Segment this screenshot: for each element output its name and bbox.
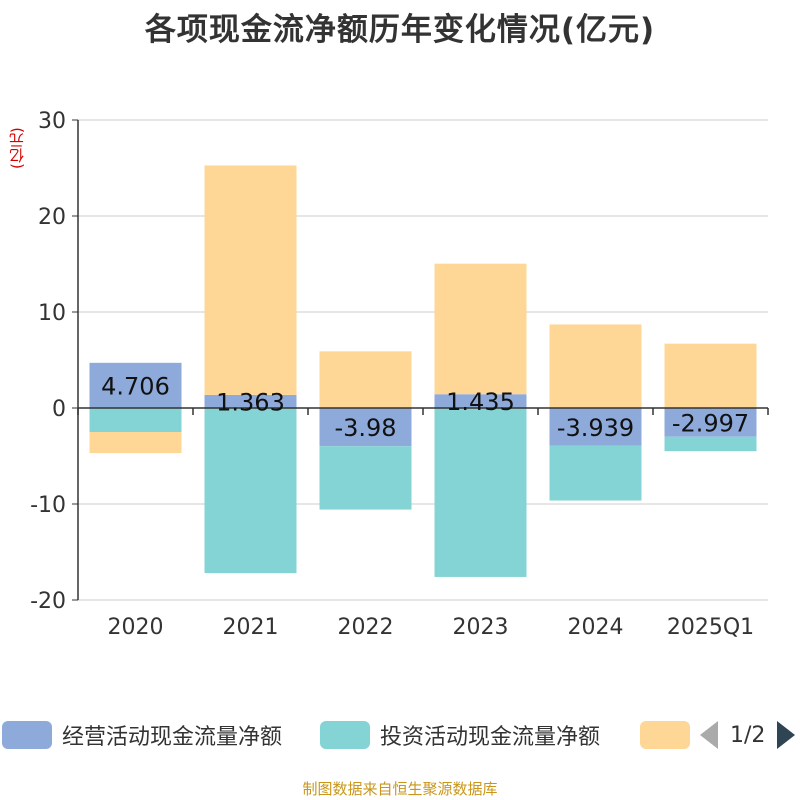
x-tick-label: 2023	[453, 615, 509, 640]
data-label: -3.98	[334, 414, 396, 442]
bar-series-1	[204, 408, 297, 574]
x-tick-label: 2025Q1	[667, 615, 754, 640]
bar-series-0	[89, 362, 182, 408]
legend-next-arrow-icon[interactable]	[777, 721, 796, 749]
x-tick-label: 2020	[108, 615, 164, 640]
bar-series-2	[434, 263, 527, 395]
bar-series-1	[89, 408, 182, 432]
data-label: -3.939	[557, 414, 634, 442]
y-tick-label: -10	[30, 493, 66, 518]
y-tick-label: -20	[30, 589, 66, 614]
bar-series-2	[664, 343, 757, 408]
legend: 经营活动现金流量净额 投资活动现金流量净额 1/2	[0, 713, 800, 757]
y-tick-label: 0	[52, 397, 66, 422]
legend-page-indicator: 1/2	[730, 722, 766, 748]
legend-label-operating: 经营活动现金流量净额	[62, 725, 283, 750]
bar-series-2	[89, 432, 182, 454]
bar-series-1	[319, 446, 412, 510]
legend-pager: 1/2	[700, 719, 796, 751]
bar-series-1	[434, 408, 527, 577]
chart-title: 各项现金流净额历年变化情况(亿元)	[144, 12, 656, 48]
legend-prev-arrow-icon[interactable]	[700, 721, 718, 749]
data-label: 1.363	[216, 388, 285, 416]
y-tick-label: 30	[38, 109, 66, 134]
legend-item-investing[interactable]: 投资活动现金流量净额	[320, 719, 600, 751]
bar-series-2	[204, 165, 297, 395]
data-label: 1.435	[446, 388, 515, 416]
bar-series-2	[549, 324, 642, 408]
legend-item-operating[interactable]: 经营活动现金流量净额	[2, 719, 282, 751]
legend-swatch-investing	[320, 721, 370, 749]
data-label: -2.997	[672, 409, 749, 437]
bar-series-0	[549, 408, 642, 446]
legend-label-investing: 投资活动现金流量净额	[380, 725, 601, 750]
legend-item-third[interactable]	[640, 719, 700, 751]
bar-series-0	[204, 394, 297, 408]
bar-series-2	[319, 351, 412, 408]
data-source-note: 制图数据来自恒生聚源数据库	[302, 780, 498, 798]
y-tick-label: 20	[38, 205, 66, 230]
bar-series-0	[319, 408, 412, 447]
legend-swatch-third	[640, 721, 690, 749]
x-tick-label: 2021	[223, 615, 279, 640]
legend-swatch-operating	[2, 721, 52, 749]
bar-series-1	[549, 445, 642, 501]
x-tick-label: 2022	[338, 615, 394, 640]
y-tick-label: 10	[38, 301, 66, 326]
bar-series-0	[664, 408, 757, 437]
bar-series-0	[434, 394, 527, 408]
x-tick-label: 2024	[568, 615, 624, 640]
data-label: 4.706	[101, 372, 170, 400]
bar-chart: -20 -10 0 10 20 30 2020 2021 2022 2023 2024 2025Q1 4…	[30, 109, 769, 640]
bar-series-1	[664, 436, 757, 452]
